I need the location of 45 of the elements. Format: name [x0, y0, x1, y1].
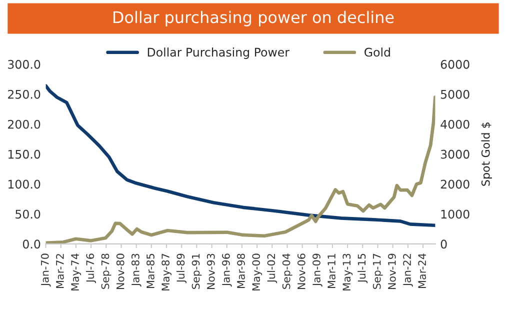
x-tick-label: May-74: [71, 254, 81, 290]
x-tick-label: Nov-19: [388, 254, 396, 290]
x-tick-label: Mar-98: [237, 254, 245, 288]
y-tick-label: 0.0: [22, 240, 40, 249]
y-tick-label: 200.0: [8, 120, 40, 129]
legend-label: Gold: [364, 48, 390, 57]
legend-label: Dollar Purchasing Power: [148, 48, 290, 59]
x-tick-label: May-00: [252, 254, 262, 290]
x-tick-label: Sep-17: [372, 254, 383, 289]
x-tick-label: Mar-72: [56, 254, 64, 288]
y-tick-label: 300.0: [8, 60, 40, 69]
y-tick-label: 50.0: [16, 210, 40, 219]
y2-tick-label: 2000: [440, 180, 470, 189]
y2-tick-label: 6000: [440, 60, 470, 69]
x-tick-label: Jan-96: [222, 254, 232, 287]
x-tick-label: Nov-93: [206, 254, 215, 290]
x-tick-label: Jan-83: [131, 254, 142, 287]
y-tick-label: 250.0: [8, 90, 40, 99]
y-tick-label: 100.0: [8, 180, 40, 189]
x-tick-label: May-13: [342, 254, 353, 290]
x-tick-label: May-87: [162, 254, 172, 290]
x-tick-label: Mar-24: [418, 254, 426, 288]
line-series: [46, 84, 436, 228]
x-tick-label: Jul-76: [86, 254, 96, 284]
x-tick-label: Sep-91: [192, 254, 202, 289]
x-tick-label: Jul-15: [358, 254, 368, 284]
x-tick-label: Jan-09: [312, 254, 322, 287]
x-tick-label: Sep-04: [282, 254, 292, 289]
y2-axis-title: Spot Gold $: [481, 122, 492, 186]
y2-tick-label: 3000: [440, 150, 470, 159]
x-tick-label: Jul-89: [176, 254, 187, 284]
y2-tick-label: 1000: [441, 210, 470, 219]
y2-tick-label: 5000: [440, 90, 470, 99]
chart-title: Dollar purchasing power on decline: [113, 10, 394, 26]
x-tick-label: Jan-22: [403, 254, 413, 287]
x-tick-label: Mar-11: [328, 254, 336, 288]
x-tick-label: Nov-80: [116, 254, 124, 290]
x-tick-label: Jul-02: [267, 254, 278, 284]
y2-tick-label: 4000: [440, 120, 470, 129]
x-tick-label: Jan-70: [40, 254, 51, 287]
y-tick-label: 150.0: [8, 150, 40, 159]
x-tick-label: Nov-06: [297, 254, 306, 290]
x-tick-label: Sep-78: [101, 254, 112, 289]
y2-tick-label: 0: [440, 240, 447, 249]
x-tick-label: Mar-85: [146, 254, 154, 288]
